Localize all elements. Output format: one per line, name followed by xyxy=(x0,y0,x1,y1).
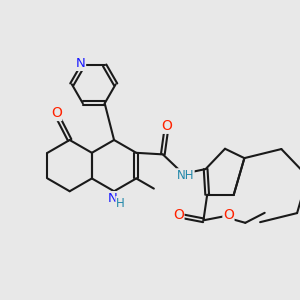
Text: O: O xyxy=(223,208,234,222)
Text: O: O xyxy=(51,106,62,120)
Text: O: O xyxy=(173,208,184,222)
Text: NH: NH xyxy=(177,169,194,182)
Text: O: O xyxy=(161,119,172,133)
Text: N: N xyxy=(76,57,86,70)
Text: H: H xyxy=(116,196,125,210)
Text: N: N xyxy=(108,192,117,205)
